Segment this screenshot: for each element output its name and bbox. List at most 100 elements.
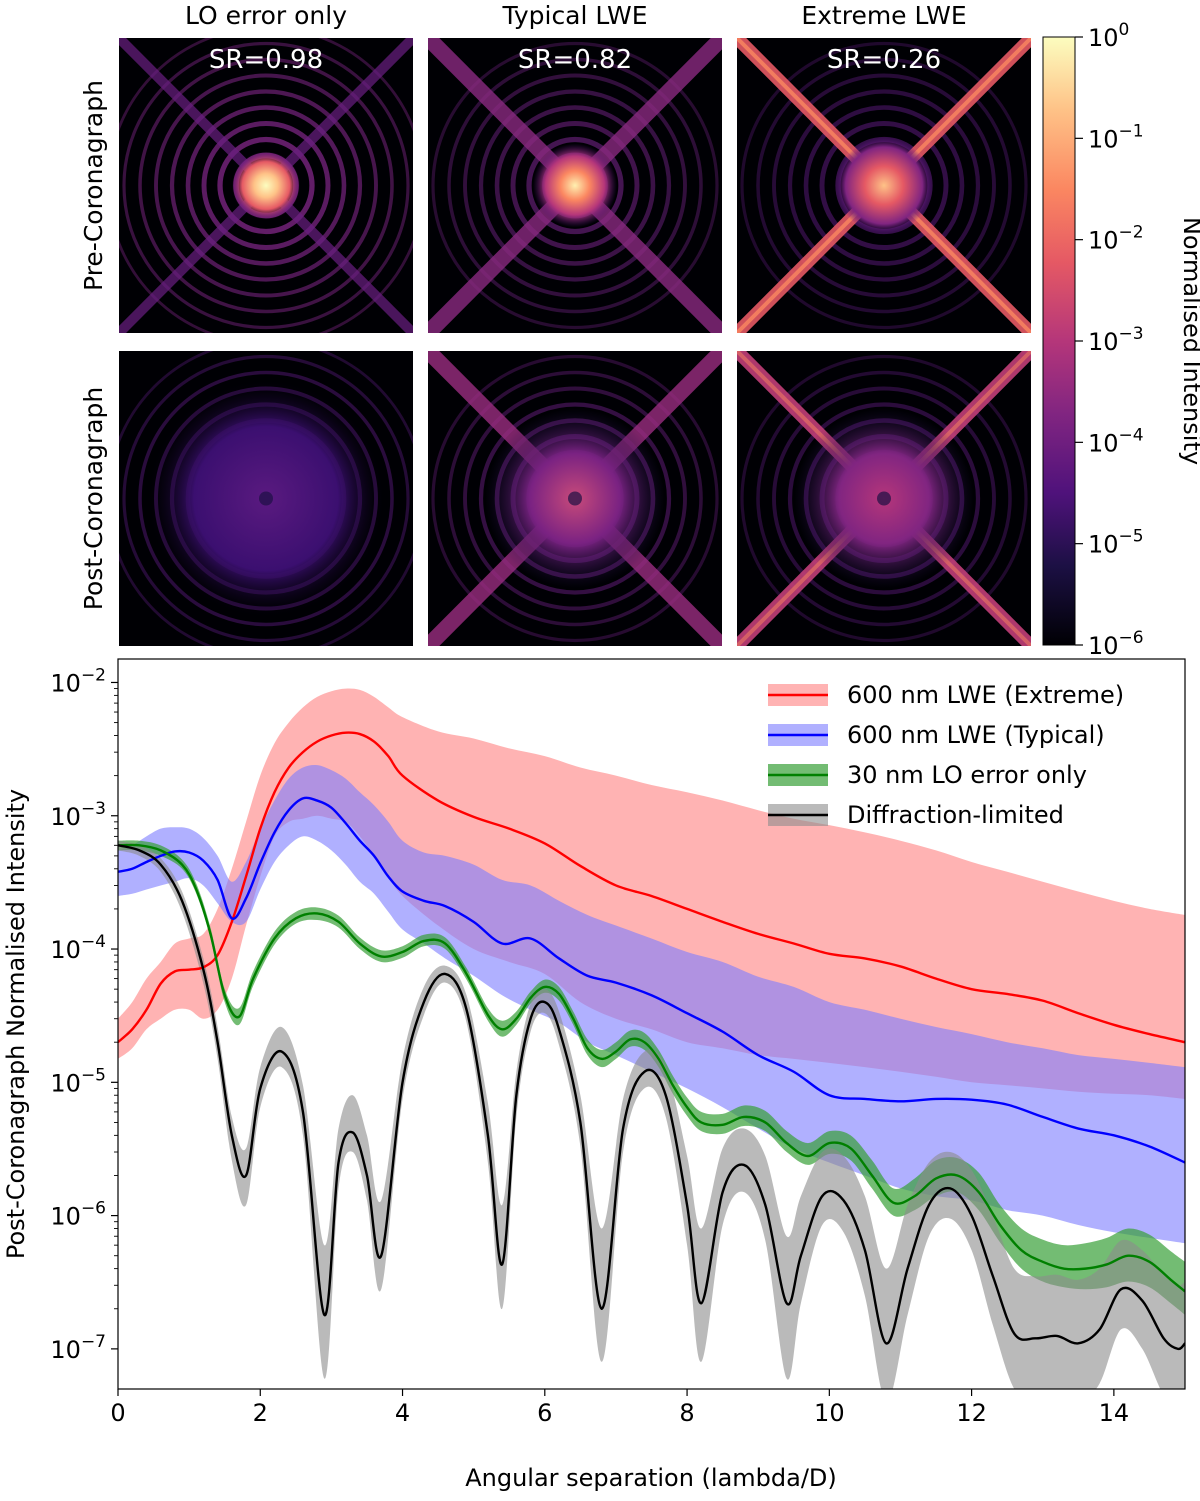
coronagraph-dark-hole	[877, 491, 891, 506]
y-tick-label-exponent: −7	[81, 1332, 106, 1352]
y-tick-label: 10−4	[50, 932, 106, 964]
panel-content	[119, 351, 413, 646]
diffraction-ring	[478, 89, 672, 282]
y-axis-label: Post-Coronagraph Normalised Intensity	[2, 789, 30, 1259]
uncertainty-band	[118, 764, 1185, 1244]
diffraction-ring	[526, 136, 624, 235]
line-chart: 0 2 4 6 8 10 12 14 10−210−310−410−510−610−7 Ang…	[2, 658, 1186, 1492]
colorbar-tick-label-base: 10	[1088, 24, 1119, 52]
legend-label: Diffraction-limited	[847, 801, 1064, 829]
colorbar-tick-label: 10−5	[1088, 527, 1144, 559]
series-lines	[118, 731, 1185, 1351]
colorbar-gradient	[1042, 36, 1076, 646]
series-line	[118, 843, 1185, 1293]
y-tick-label: 10−3	[50, 799, 106, 831]
psf-core	[232, 151, 300, 220]
y-tick-label-base: 10	[50, 936, 81, 964]
diffraction-ring	[787, 402, 981, 595]
colorbar-tick-label: 10−1	[1088, 121, 1144, 153]
y-tick-label-exponent: −6	[81, 1199, 106, 1219]
diffraction-ring	[201, 121, 331, 250]
diffraction-ring	[740, 41, 1028, 330]
y-tick-label-base: 10	[50, 1203, 81, 1231]
psf-panel: SR=0.98	[119, 38, 413, 333]
colorbar-tick-label: 10−3	[1088, 324, 1144, 356]
plot-frame	[117, 658, 1186, 1390]
y-tick-label: 10−6	[50, 1199, 106, 1231]
coronagraph-dark-hole	[568, 491, 582, 506]
x-tick-label: 0	[110, 1399, 125, 1427]
diffraction-ring	[154, 73, 378, 298]
y-tick-label-exponent: −4	[81, 932, 106, 952]
panel-content: SR=0.82	[428, 38, 722, 333]
psf-panel: SR=0.82	[428, 38, 722, 333]
x-tick-label: 8	[679, 1399, 694, 1427]
colorbar-tick-label-exponent: −2	[1119, 223, 1144, 243]
series-line	[118, 731, 1185, 1044]
strehl-ratio-label: SR=0.26	[827, 45, 941, 75]
series-line	[118, 796, 1185, 1164]
diffraction-ring	[803, 105, 965, 266]
legend-entry: 600 nm LWE (Typical)	[768, 721, 1105, 749]
diffraction-ring	[494, 105, 656, 266]
colorbar-tick-label-exponent: −6	[1119, 628, 1144, 648]
y-tick-label-exponent: −2	[81, 665, 106, 685]
uncertainty-band	[118, 688, 1185, 1099]
column-title: Typical LWE	[501, 1, 647, 30]
colorbar-tick-label: 10−4	[1088, 425, 1144, 457]
diffraction-ring	[122, 41, 410, 330]
y-tick-label-base: 10	[50, 1069, 81, 1097]
diffraction-ring	[138, 57, 394, 314]
x-tick-label: 2	[253, 1399, 268, 1427]
y-tick-label-base: 10	[50, 669, 81, 697]
legend-entry: Diffraction-limited	[768, 801, 1064, 829]
diffraction-ring	[510, 121, 640, 250]
diffraction-ring	[756, 370, 1012, 627]
colorbar-label: Normalised Intensity	[1178, 217, 1200, 465]
uncertainty-band	[118, 840, 1185, 1389]
legend-entry: 600 nm LWE (Extreme)	[768, 681, 1124, 709]
series-line	[118, 844, 1185, 1351]
psf-image-panels: SR=0.98 SR=0.82 SR=0.26	[119, 38, 1031, 646]
row-label: Post-Coronagraph	[79, 387, 108, 610]
diffraction-ring	[217, 136, 315, 235]
colorbar-tick-label: 10−2	[1088, 223, 1144, 255]
diffraction-ring	[819, 121, 949, 250]
colorbar-tick-label-exponent: −3	[1119, 324, 1144, 344]
strehl-ratio-label: SR=0.98	[209, 45, 323, 75]
psf-panel	[428, 351, 722, 646]
diffraction-ring	[740, 354, 1028, 643]
diffraction-ring	[169, 89, 363, 282]
column-titles: LO error only Typical LWE Extreme LWE	[185, 1, 967, 30]
legend-entry: 30 nm LO error only	[768, 761, 1087, 789]
diffraction-ring	[431, 41, 719, 330]
diffraction-ring	[463, 73, 687, 298]
colorbar-tick-label-base: 10	[1088, 429, 1119, 457]
colorbar-tick-label: 100	[1088, 20, 1129, 52]
x-tick-label: 14	[1099, 1399, 1130, 1427]
y-axis-ticks: 10−210−310−410−510−610−7	[50, 665, 118, 1364]
diffraction-ring	[447, 57, 703, 314]
psf-core	[836, 137, 932, 234]
y-tick-label: 10−2	[50, 665, 106, 697]
diffraction-ring	[185, 105, 347, 266]
y-tick-label: 10−5	[50, 1065, 106, 1097]
x-tick-label: 10	[814, 1399, 845, 1427]
x-axis-ticks: 0 2 4 6 8 10 12 14	[110, 1389, 1129, 1427]
uncertainty-bands	[118, 688, 1185, 1389]
x-tick-label: 4	[395, 1399, 410, 1427]
y-tick-label-base: 10	[50, 1336, 81, 1364]
legend: 600 nm LWE (Extreme) 600 nm LWE (Typical)…	[768, 681, 1124, 829]
colorbar-tick-label-base: 10	[1088, 632, 1119, 660]
psf-core	[533, 143, 617, 228]
diffraction-ring	[122, 354, 410, 643]
panel-content	[737, 351, 1031, 646]
diffraction-ring	[772, 386, 996, 611]
column-title: Extreme LWE	[801, 1, 966, 30]
panel-content: SR=0.26	[737, 38, 1031, 333]
x-axis-label: Angular separation (lambda/D)	[465, 1464, 837, 1492]
psf-panel: SR=0.26	[737, 38, 1031, 333]
